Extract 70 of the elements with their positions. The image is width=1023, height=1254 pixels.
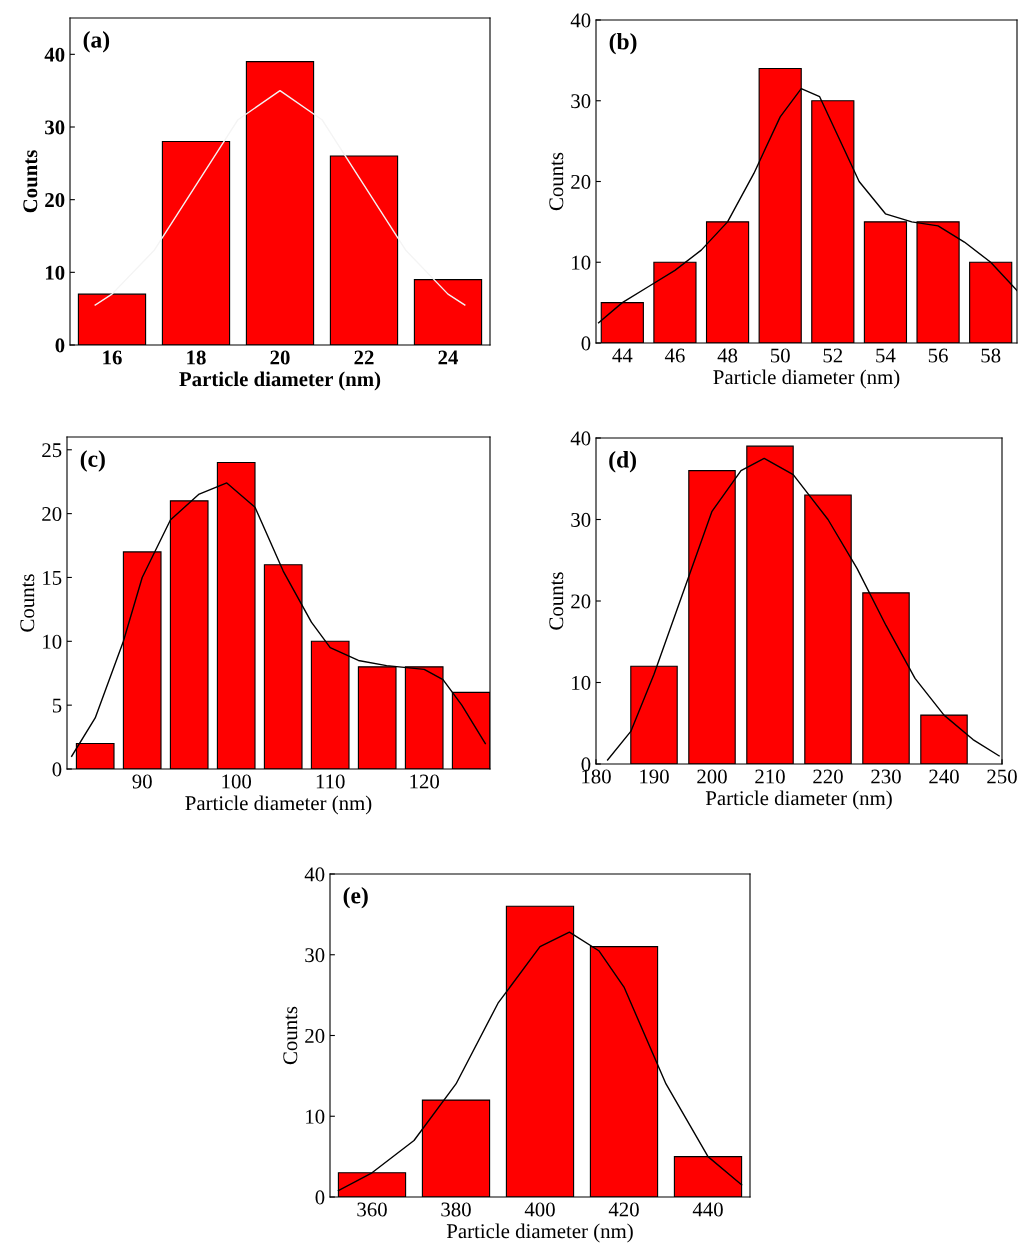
text: (b) [609,32,637,55]
x-tick-label: 250 [987,769,1017,784]
y-tick-label: 20 [305,1028,325,1043]
y-tick-label: 10 [45,265,65,280]
text: (c) [80,450,105,472]
x-tick-label: 20 [270,350,290,365]
x-tick-label: 50 [770,348,790,363]
line-series [94,89,466,306]
y-tick-label: 30 [571,94,591,109]
y-tick-label: 40 [570,431,591,446]
y-tick-label: 0 [52,762,62,777]
x-tick-label: 46 [664,348,685,363]
y-tick-label: 0 [581,336,591,351]
x-tick-label: 22 [354,350,374,365]
x-axis-title: Particle diameter (nm) [446,1223,633,1243]
x-tick-label: 210 [755,769,785,784]
x-tick-label: 380 [441,1202,471,1217]
y-axis-title: Counts [23,150,38,213]
y-tick-label: 5 [52,698,62,713]
x-tick-label: 48 [717,348,738,363]
x-tick-label: 220 [813,769,843,784]
x-tick-label: 56 [928,348,948,363]
x-tick-label: 360 [357,1202,387,1217]
x-tick-label: 44 [612,348,633,363]
y-tick-label: 30 [45,120,65,135]
x-tick-label: 420 [608,1202,639,1217]
x-tick-label: 230 [871,769,901,784]
y-tick-label: 15 [43,570,62,585]
y-tick-label: 20 [571,594,591,609]
y-tick-label: 30 [571,512,591,527]
text: (a) [83,31,110,53]
x-tick-label: 120 [410,774,440,789]
y-tick-label: 30 [305,948,325,963]
x-tick-label: 100 [222,774,252,789]
y-tick-label: 20 [42,506,62,522]
text: (d) [609,451,636,473]
x-tick-label: 440 [692,1202,723,1217]
x-axis-title: Particle diameter (nm) [185,795,372,815]
y-tick-label: 10 [43,634,62,649]
x-tick-label: 240 [929,769,959,784]
x-tick-label: 110 [316,774,345,789]
x-axis-title: Particle diameter (nm) [713,369,900,389]
y-tick-label: 40 [570,13,591,28]
y-tick-label: 0 [55,338,65,353]
x-tick-label: 90 [132,774,152,789]
x-axis-title: Particle diameter (nm) [705,790,892,810]
x-tick-label: 24 [438,350,459,365]
y-axis-title: Counts [549,572,564,630]
y-tick-label: 40 [44,47,65,62]
x-tick-label: 18 [187,350,206,365]
y-tick-label: 10 [572,255,591,270]
y-tick-label: 0 [315,1190,325,1205]
x-tick-label: 16 [103,350,122,365]
x-axis-title: Particle diameter (nm) [179,371,381,391]
y-tick-label: 20 [571,174,591,189]
x-tick-label: 400 [524,1202,555,1217]
x-tick-label: 190 [640,769,669,784]
y-axis-title: Counts [20,574,35,632]
y-tick-label: 10 [306,1109,325,1124]
x-tick-label: 54 [876,348,896,363]
x-tick-label: 52 [823,348,843,363]
y-axis-title: Counts [549,152,564,211]
y-axis-title: Counts [283,1006,298,1065]
y-tick-label: 40 [304,867,325,882]
y-tick-label: 20 [45,193,65,208]
y-tick-label: 10 [572,675,591,690]
text: (e) [343,886,368,909]
y-tick-label: 25 [42,443,62,458]
x-tick-label: 200 [697,769,727,784]
x-tick-label: 58 [981,348,1001,363]
